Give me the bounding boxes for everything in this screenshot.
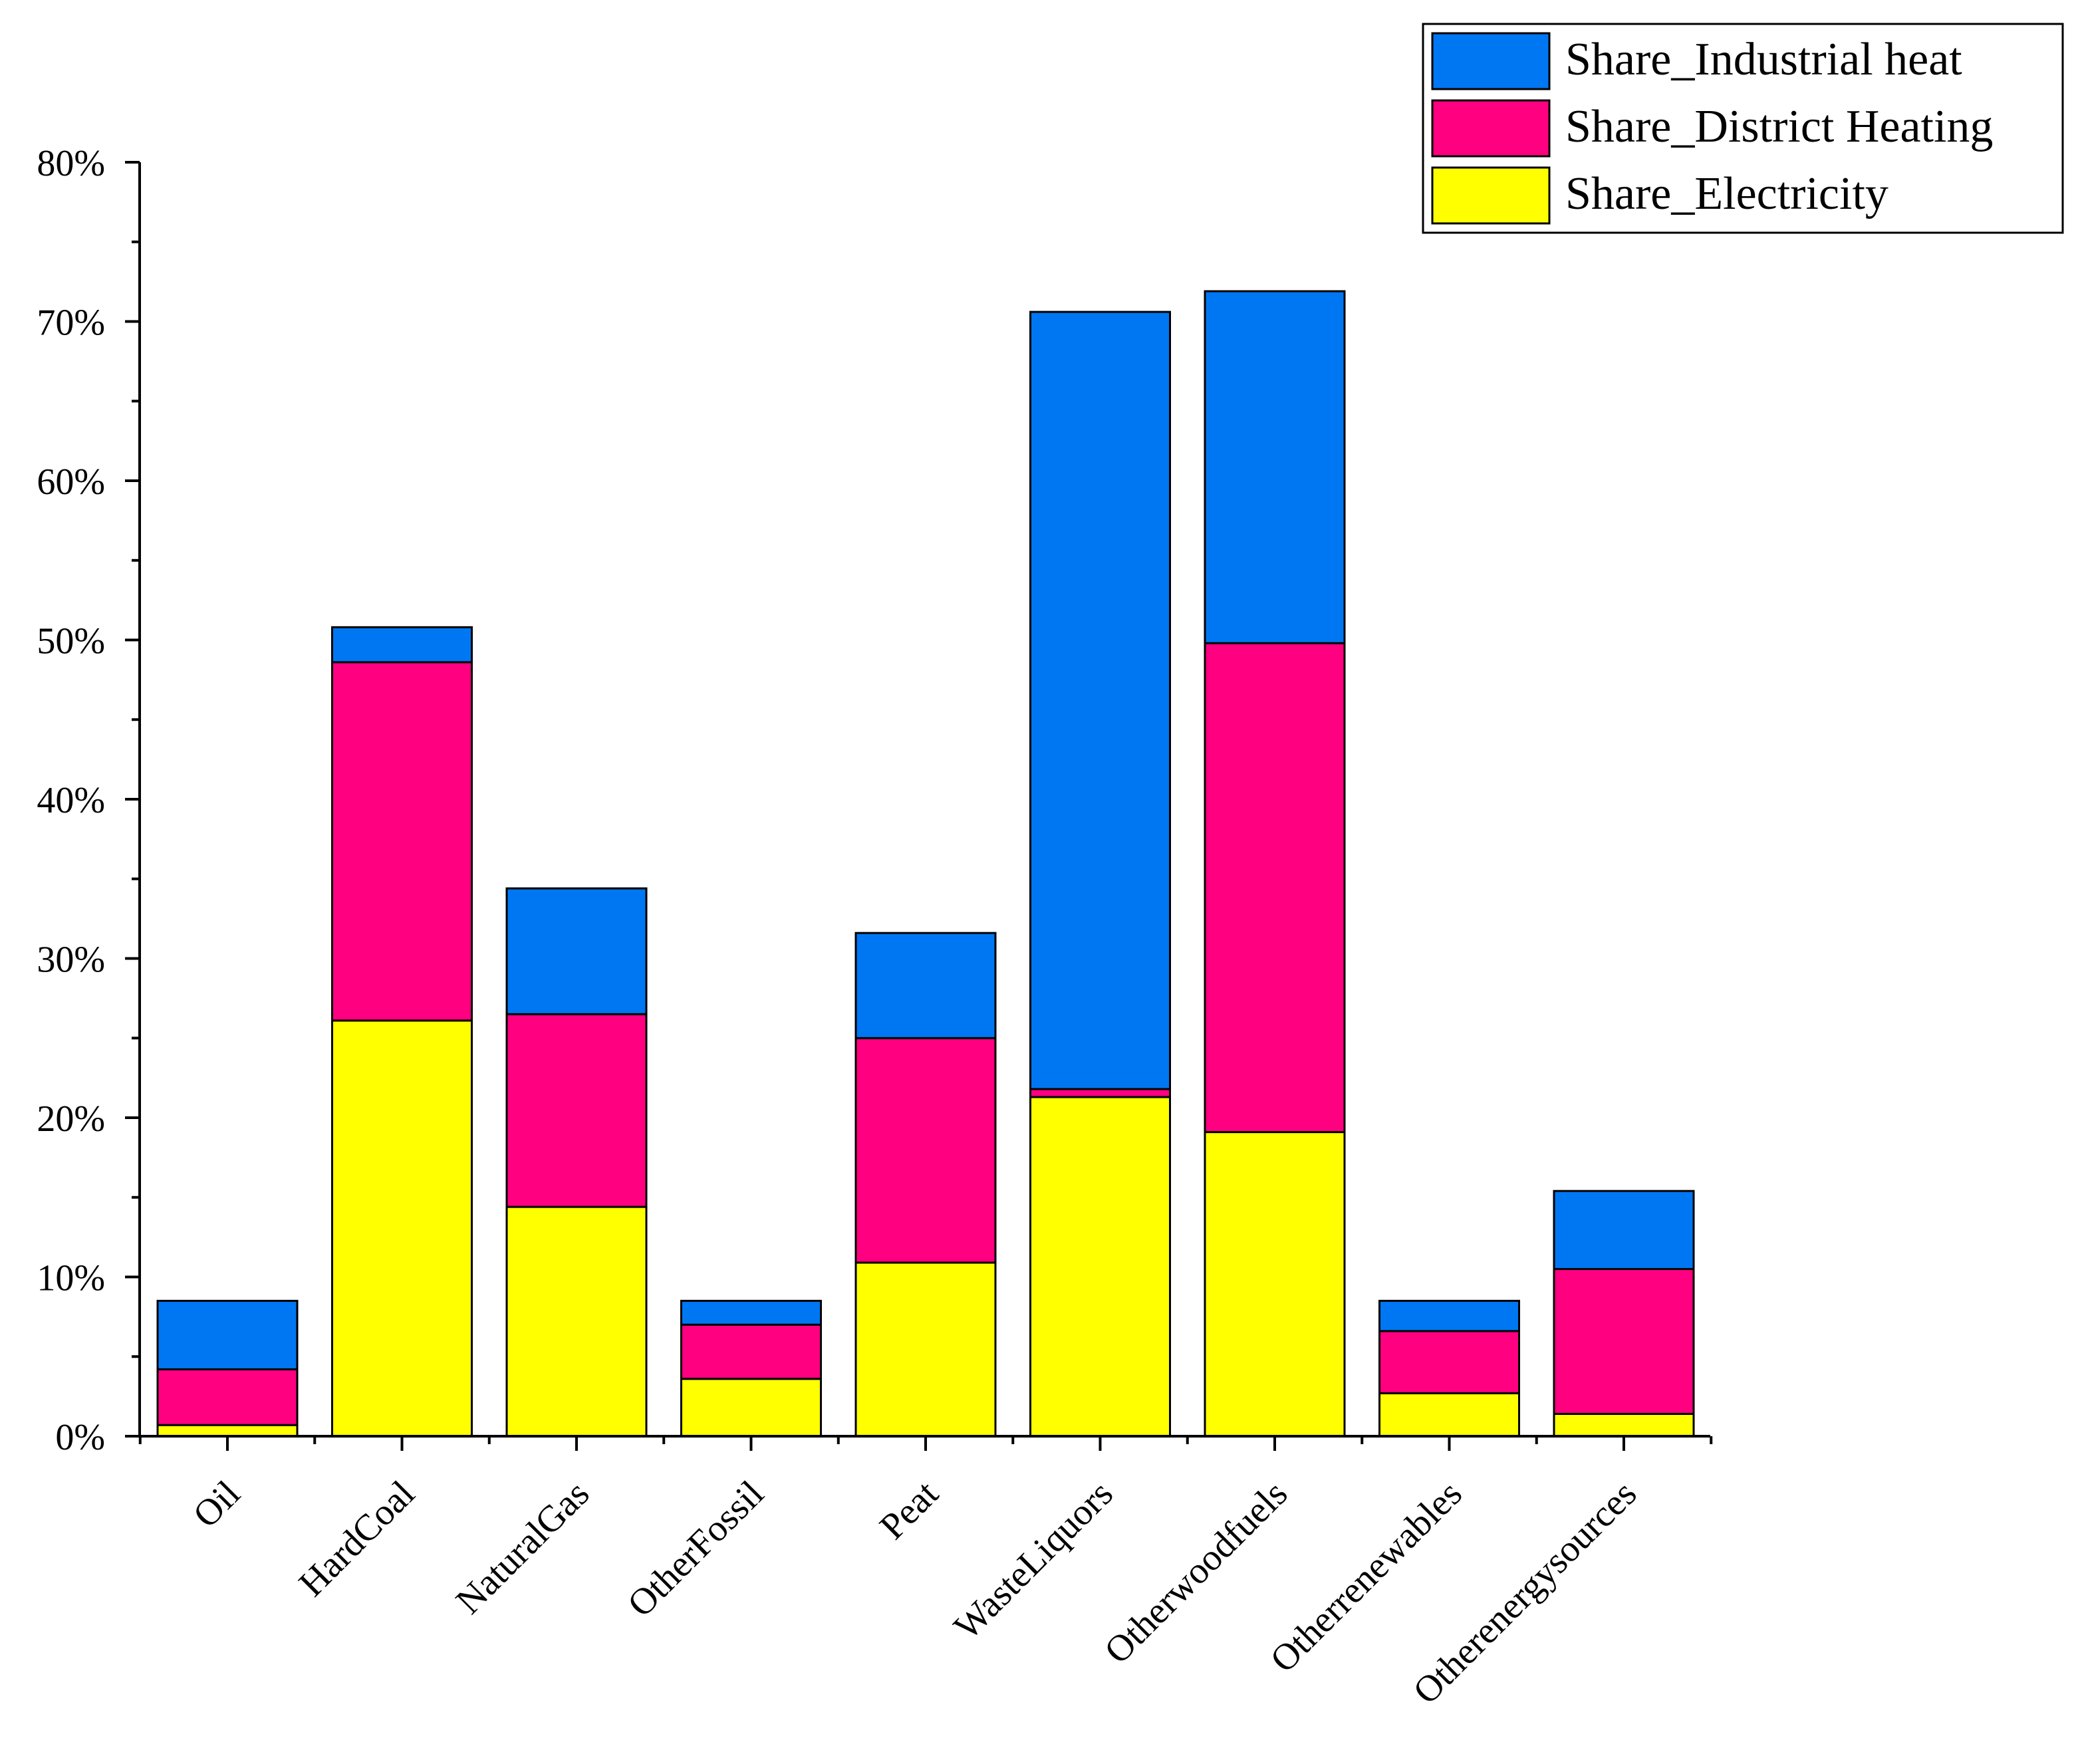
bar-otherfossil-share-electricity — [680, 1378, 822, 1438]
x-tick-label-otherfossil: OtherFossil — [620, 1473, 772, 1625]
y-tick-label: 50% — [37, 621, 105, 662]
x-tick-label-oil: Oil — [186, 1473, 248, 1535]
bar-hardcoal-share-industrial-heat — [331, 626, 473, 664]
bar-naturalgas-share-electricity — [505, 1205, 648, 1438]
bar-wasteliquors-share-industrial-heat — [1029, 311, 1171, 1090]
y-tick-label: 60% — [37, 461, 105, 503]
bar-peat-share-industrial-heat — [854, 932, 997, 1039]
bar-oil-share-district-heating — [156, 1368, 299, 1426]
bar-oil-share-electricity — [156, 1424, 299, 1438]
legend-swatch-share-district-heating — [1431, 99, 1551, 158]
bar-hardcoal-share-district-heating — [331, 661, 473, 1022]
x-tick-label-naturalgas: NaturalGas — [448, 1473, 597, 1622]
bar-hardcoal-share-electricity — [331, 1019, 473, 1438]
bar-oil-share-industrial-heat — [156, 1299, 299, 1370]
bar-wasteliquors-share-electricity — [1029, 1096, 1171, 1438]
y-tick-label: 0% — [55, 1417, 105, 1458]
y-tick-label: 40% — [37, 780, 105, 821]
x-tick-label-wasteliquors: WasteLiquors — [946, 1473, 1121, 1648]
legend-label-share-district-heating: Share_District Heating — [1565, 101, 1993, 152]
y-tick-label: 30% — [37, 940, 105, 981]
legend-swatch-share-industrial-heat — [1431, 32, 1551, 90]
bar-peat-share-district-heating — [854, 1037, 997, 1264]
y-tick-label: 20% — [37, 1098, 105, 1140]
bar-otherwoodfuels-share-electricity — [1204, 1131, 1346, 1438]
bar-otherenergysources-share-industrial-heat — [1553, 1190, 1695, 1271]
y-tick-label: 70% — [37, 303, 105, 344]
legend-label-share-electricity: Share_Electricity — [1565, 168, 1888, 219]
axes-layer: 0% 10% 20% 30% 40% 50% 60% 70% 80% Oil HardCoal Nat… — [37, 143, 1713, 1712]
bar-naturalgas-share-industrial-heat — [505, 887, 648, 1015]
y-tick-label: 10% — [37, 1258, 105, 1299]
bar-otherwoodfuels-share-industrial-heat — [1204, 290, 1346, 644]
bar-otherenergysources-share-electricity — [1553, 1413, 1695, 1438]
bar-naturalgas-share-district-heating — [505, 1013, 648, 1208]
bar-otherrenewables-share-district-heating — [1378, 1330, 1520, 1394]
bar-otherfossil-share-industrial-heat — [680, 1299, 822, 1326]
x-tick-label-otherwoodfuels: Otherwoodfuels — [1097, 1473, 1295, 1672]
bar-otherrenewables-share-industrial-heat — [1378, 1299, 1520, 1332]
y-tick-label: 80% — [37, 143, 105, 184]
x-tick-label-peat: Peat — [872, 1473, 946, 1547]
bars-layer — [156, 290, 1695, 1438]
bar-otherrenewables-share-electricity — [1378, 1392, 1520, 1438]
bar-wasteliquors-share-district-heating — [1029, 1088, 1171, 1098]
x-tick-label-hardcoal: HardCoal — [291, 1473, 423, 1604]
bar-otherwoodfuels-share-district-heating — [1204, 642, 1346, 1134]
bar-otherenergysources-share-district-heating — [1553, 1268, 1695, 1415]
bar-peat-share-electricity — [854, 1261, 997, 1438]
legend-swatch-share-electricity — [1431, 166, 1551, 225]
legend: Share_Industrial heat Share_District Heat… — [1422, 23, 2064, 234]
bar-otherfossil-share-district-heating — [680, 1323, 822, 1380]
legend-label-share-industrial-heat: Share_Industrial heat — [1565, 34, 1962, 85]
